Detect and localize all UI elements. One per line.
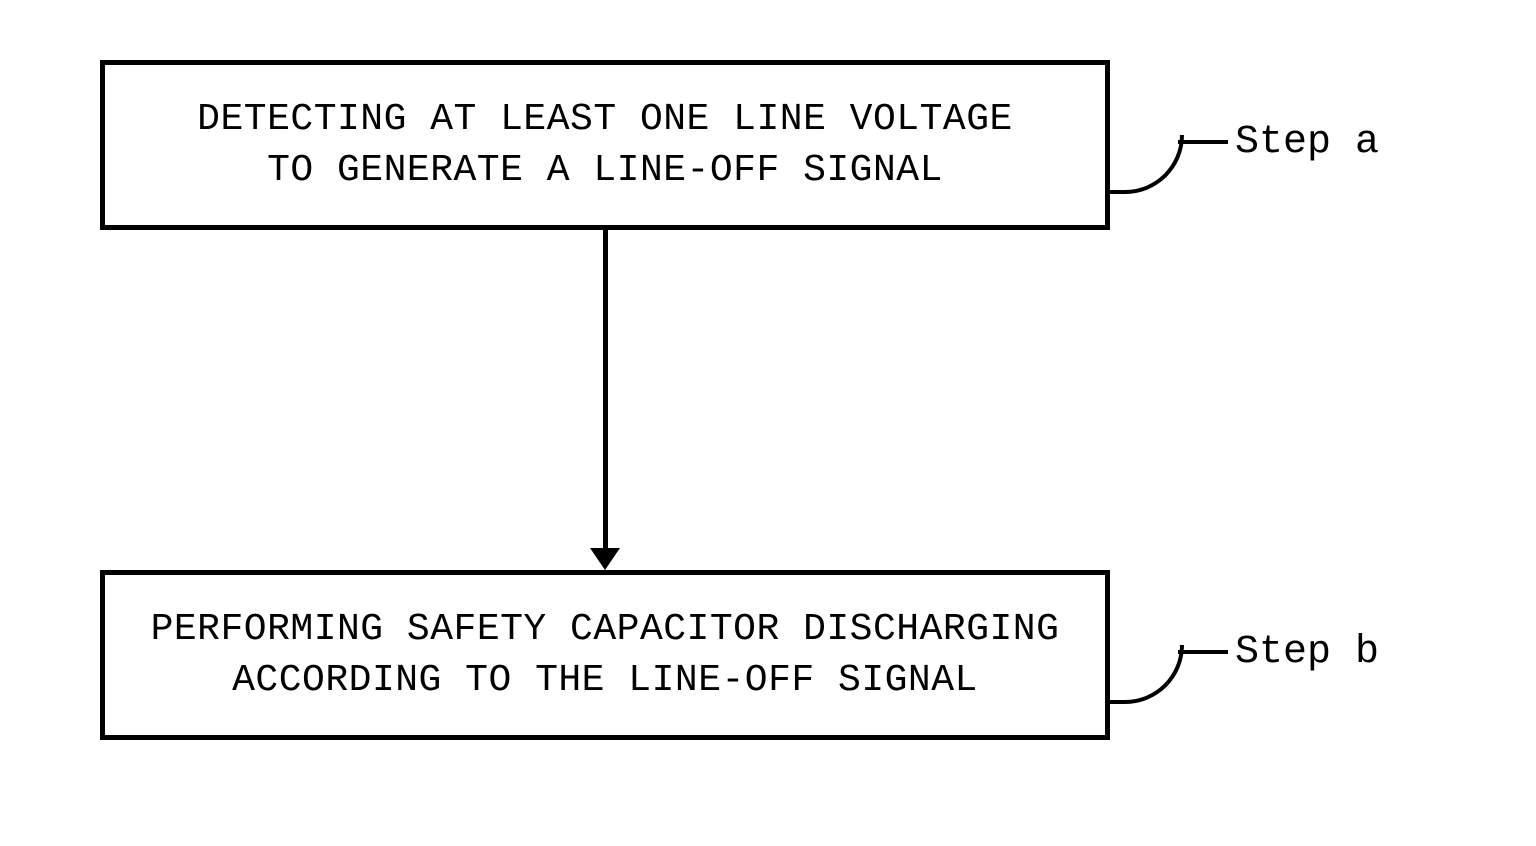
- step-b-connector-line: [1178, 650, 1228, 654]
- step-a-connector-curve: [1110, 135, 1184, 194]
- step-b-box: PERFORMING SAFETY CAPACITOR DISCHARGING …: [100, 570, 1110, 740]
- step-a-box: DETECTING AT LEAST ONE LINE VOLTAGE TO G…: [100, 60, 1110, 230]
- diagram-canvas: DETECTING AT LEAST ONE LINE VOLTAGE TO G…: [0, 0, 1536, 846]
- step-b-label: Step b: [1235, 630, 1379, 675]
- step-b-text: PERFORMING SAFETY CAPACITOR DISCHARGING …: [151, 604, 1060, 707]
- step-a-text: DETECTING AT LEAST ONE LINE VOLTAGE TO G…: [197, 94, 1013, 197]
- step-a-connector-line: [1178, 140, 1228, 144]
- step-b-connector-curve: [1110, 645, 1184, 704]
- arrow-shaft: [603, 230, 608, 552]
- step-a-label: Step a: [1235, 120, 1379, 165]
